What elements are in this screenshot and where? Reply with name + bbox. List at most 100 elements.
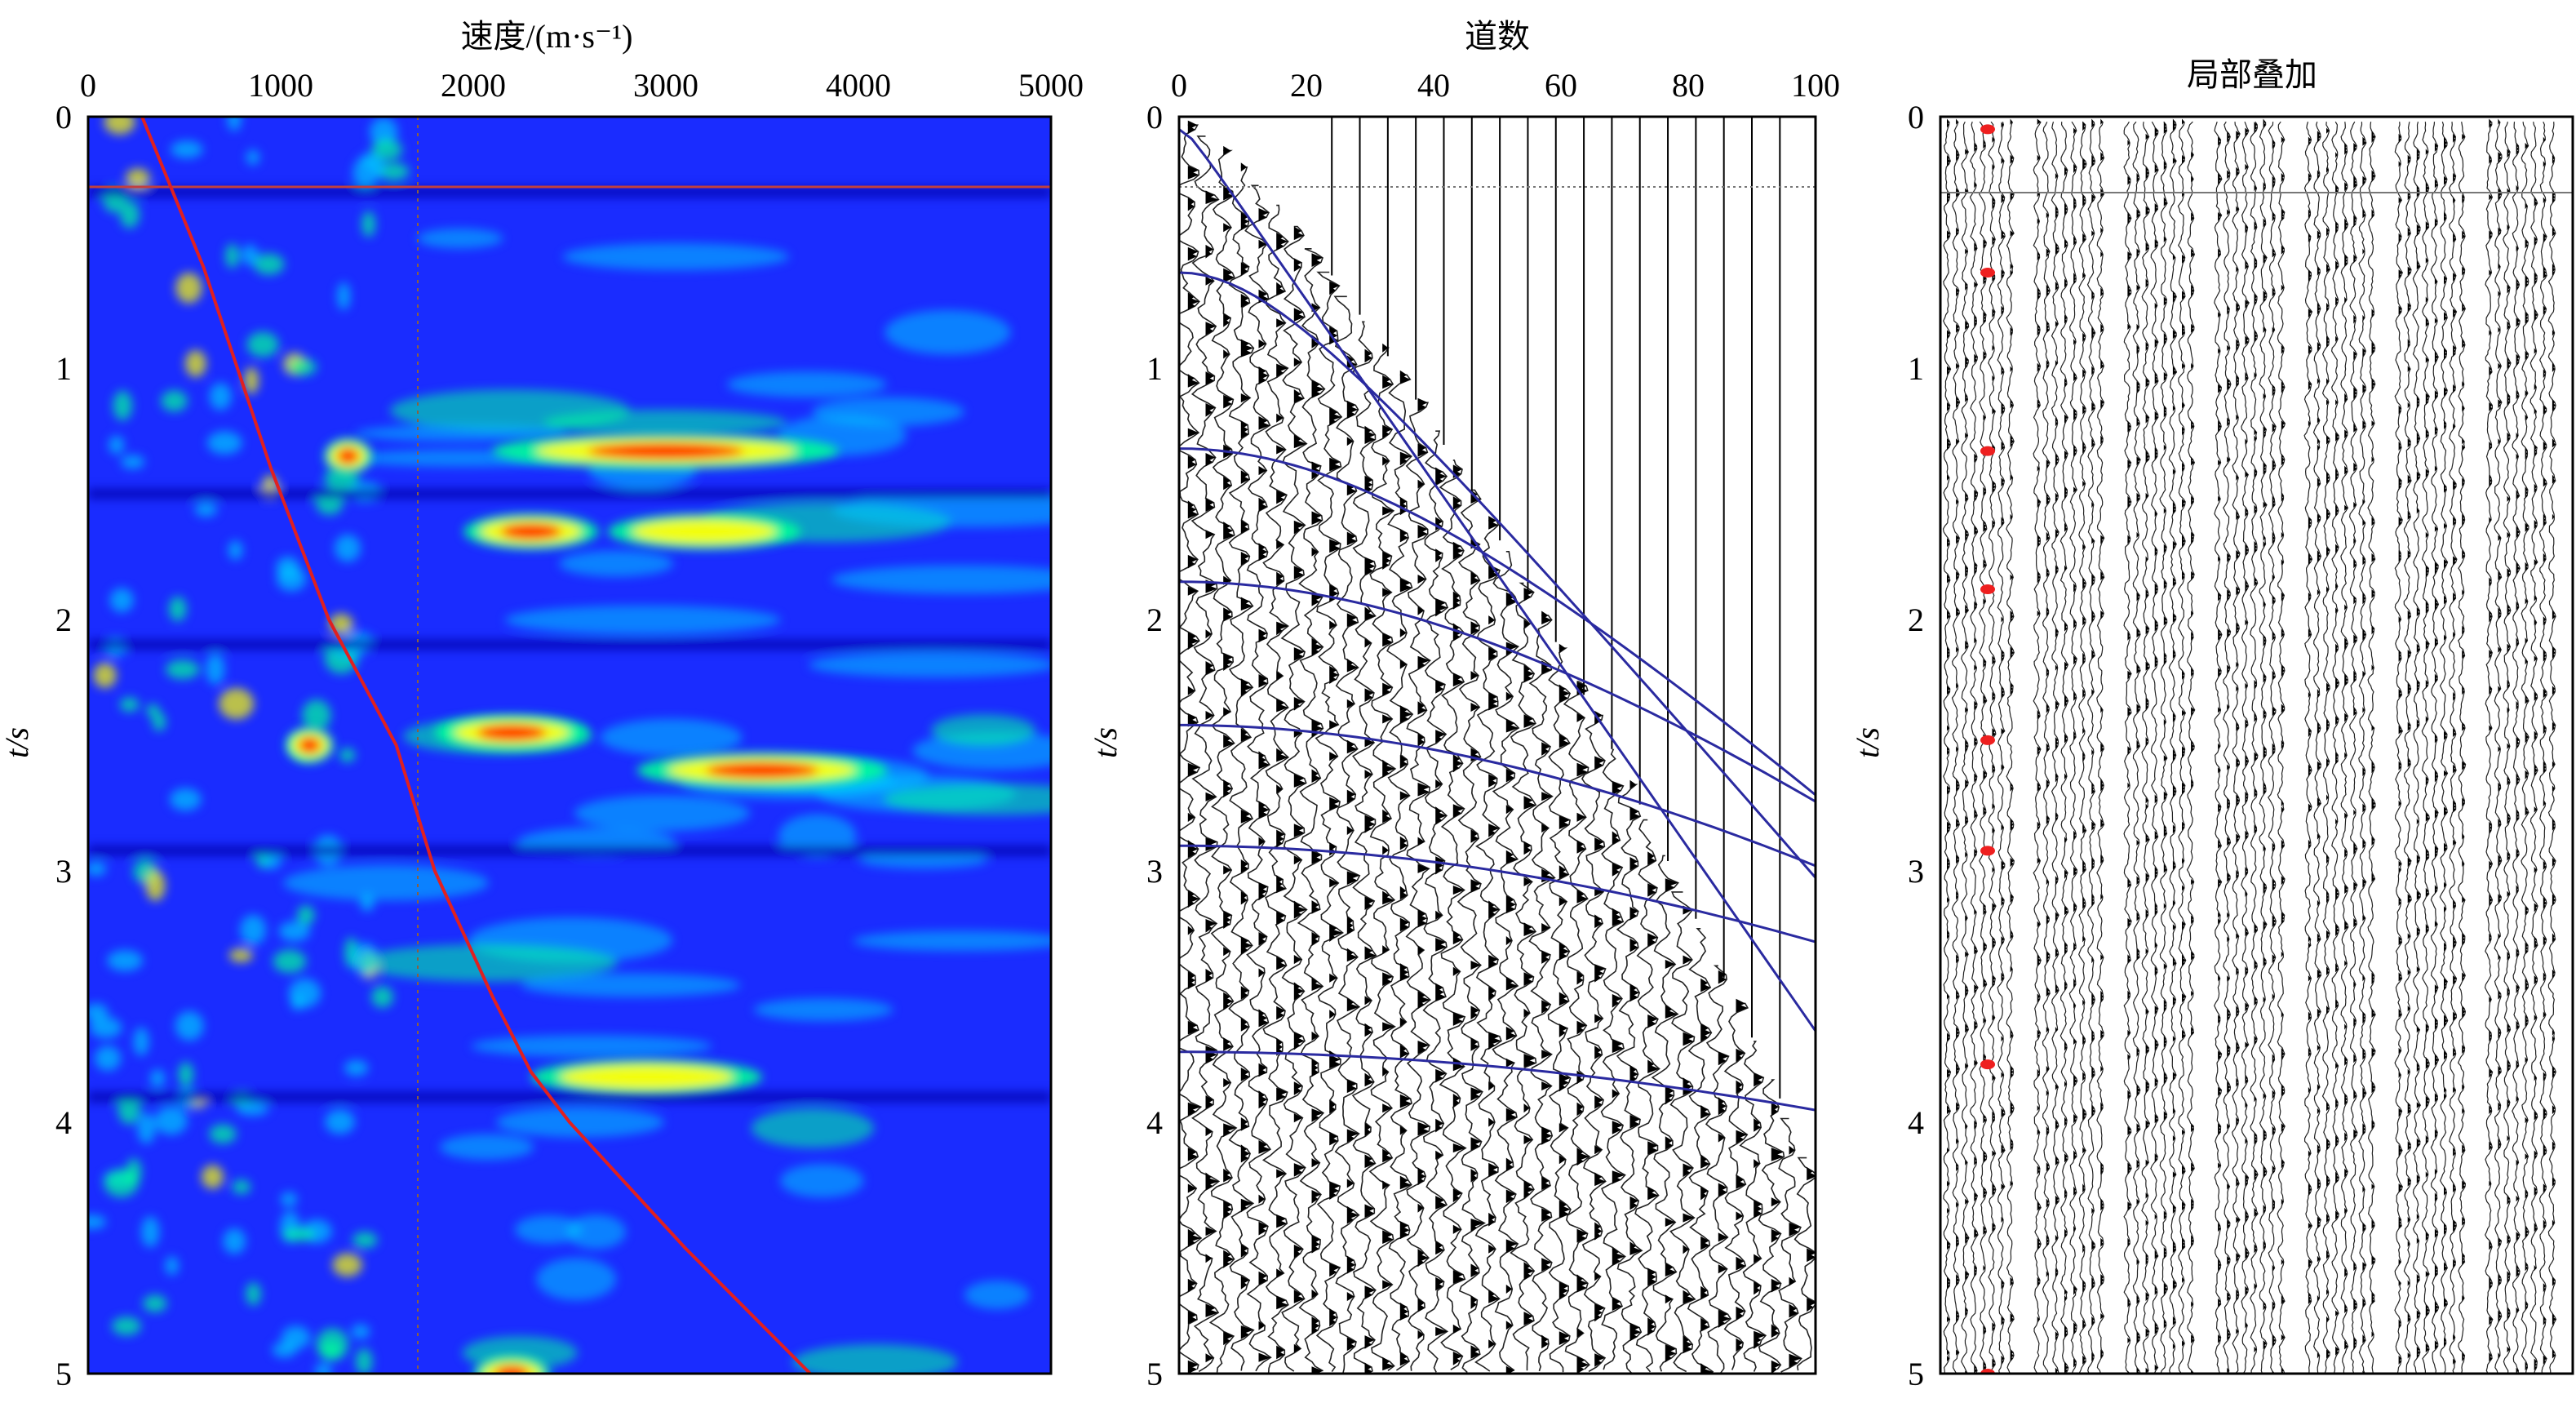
semblance-streak	[283, 865, 490, 901]
y-tick-label: 2	[1908, 602, 1924, 638]
stack-trace	[2141, 122, 2151, 1374]
semblance-blob	[320, 1341, 342, 1360]
semblance-streak	[558, 550, 674, 577]
semblance-blob	[121, 455, 145, 469]
gather-trace-fill	[1771, 1102, 1785, 1374]
semblance-streak	[355, 424, 568, 442]
semblance-blob	[246, 149, 260, 166]
stack-trace	[2439, 122, 2449, 1374]
stack-trace	[2348, 121, 2358, 1374]
semblance-streak	[417, 228, 503, 249]
semblance-blob	[325, 1109, 355, 1134]
semblance-blob	[113, 390, 133, 421]
semblance-seam	[88, 1092, 1051, 1103]
semblance-streak	[853, 930, 1051, 952]
stack-trace-fill	[2281, 136, 2286, 1374]
stack-frame	[1939, 115, 2574, 1375]
stack-trace-fill	[2145, 133, 2150, 1374]
stack-trace	[1997, 122, 2006, 1374]
gather-trace	[1297, 248, 1326, 1372]
y-tick-label: 1	[55, 350, 72, 387]
semblance-frame	[86, 115, 1053, 1375]
moveout-curve	[1179, 1050, 1816, 1112]
gather-trace-fill	[1718, 970, 1731, 1328]
x-tick-label: 5000	[1018, 67, 1084, 104]
gather-trace-fill	[1629, 779, 1643, 1342]
stack-trace	[2330, 121, 2340, 1374]
stack-trace	[2068, 121, 2078, 1374]
gather-trace-fill	[1435, 467, 1448, 1336]
stack-trace	[2277, 121, 2286, 1374]
gather-trace-fill	[1594, 710, 1606, 1367]
semblance-blob	[242, 244, 259, 266]
semblance-blob	[344, 1059, 369, 1077]
stack-trace	[2086, 122, 2096, 1374]
stack-trace	[2132, 121, 2141, 1374]
gather-trace-fill	[1541, 610, 1555, 1349]
stack-trace	[2177, 122, 2187, 1374]
semblance-blob	[88, 1003, 109, 1022]
gather-trace	[1333, 295, 1361, 1374]
gather-trace	[1261, 204, 1290, 1373]
semblance-blob	[88, 861, 107, 877]
stack-trace-fill	[1956, 118, 1960, 1356]
velocity-pick-curve	[140, 117, 812, 1374]
y-tick-label: 2	[1146, 602, 1163, 638]
semblance-streak	[496, 1107, 665, 1138]
gather-title: 道数	[1465, 18, 1530, 55]
semblance-blob	[209, 1124, 237, 1144]
semblance-blob	[272, 1342, 297, 1358]
stack-trace	[2059, 122, 2069, 1374]
stack-trace	[2521, 122, 2529, 1374]
stack-trace	[2312, 122, 2322, 1374]
stack-trace	[2367, 122, 2376, 1374]
stack-trace	[2268, 122, 2277, 1374]
stack-trace	[2457, 122, 2467, 1374]
semblance-blob	[240, 914, 267, 945]
semblance-blob	[273, 949, 307, 974]
stack-trace-fill	[2308, 136, 2312, 1305]
gather-ylabel: t/s	[1087, 727, 1124, 758]
stack-trace-fill	[2462, 133, 2466, 1362]
gather-trace	[1563, 681, 1591, 1370]
semblance-blob	[194, 502, 218, 517]
gather-trace	[1651, 855, 1680, 1372]
semblance-event-core	[587, 442, 744, 460]
gather-trace-fill	[1417, 397, 1430, 1339]
stack-red-marker	[1980, 735, 1995, 745]
gather-trace	[1581, 714, 1607, 1373]
gather-trace-fill	[1505, 592, 1519, 1374]
gather-trace	[1386, 374, 1414, 1371]
gather-trace	[1669, 891, 1696, 1373]
stack-panel: 局部叠加 0 1 2 3 4 5 t/s	[1849, 56, 2574, 1392]
stack-trace	[2150, 121, 2159, 1374]
gather-trace	[1244, 184, 1272, 1372]
semblance-blob	[149, 1069, 166, 1088]
stack-trace	[2394, 122, 2403, 1374]
gather-trace-fill	[1240, 162, 1254, 1339]
semblance-event-core	[500, 523, 561, 540]
stack-trace	[2250, 121, 2259, 1374]
moveout-curve	[1179, 447, 1816, 797]
gather-panel: 道数 0 20 40 60 80 100 0 1 2 3 4 5 t/s	[1087, 18, 1840, 1392]
stack-trace-fill	[2534, 197, 2538, 1371]
semblance-blob	[290, 994, 304, 1010]
semblance-blob	[88, 1214, 107, 1229]
stack-trace	[1969, 122, 1979, 1374]
semblance-blob	[227, 117, 242, 131]
moveout-curve	[1179, 580, 1816, 803]
semblance-blob	[335, 534, 361, 562]
gather-trace	[1758, 1079, 1785, 1370]
gather-trace	[1510, 582, 1537, 1371]
y-tick-label: 2	[55, 602, 72, 638]
semblance-seam	[88, 489, 1051, 499]
stack-trace	[2547, 122, 2557, 1374]
semblance-event-core	[477, 724, 547, 741]
stack-trace	[2214, 122, 2223, 1374]
semblance-streak	[791, 1343, 958, 1374]
semblance-blob	[361, 153, 380, 167]
semblance-events	[285, 433, 888, 1374]
semblance-streak	[574, 795, 751, 832]
stack-trace	[2321, 122, 2331, 1374]
semblance-streak	[808, 651, 1051, 678]
